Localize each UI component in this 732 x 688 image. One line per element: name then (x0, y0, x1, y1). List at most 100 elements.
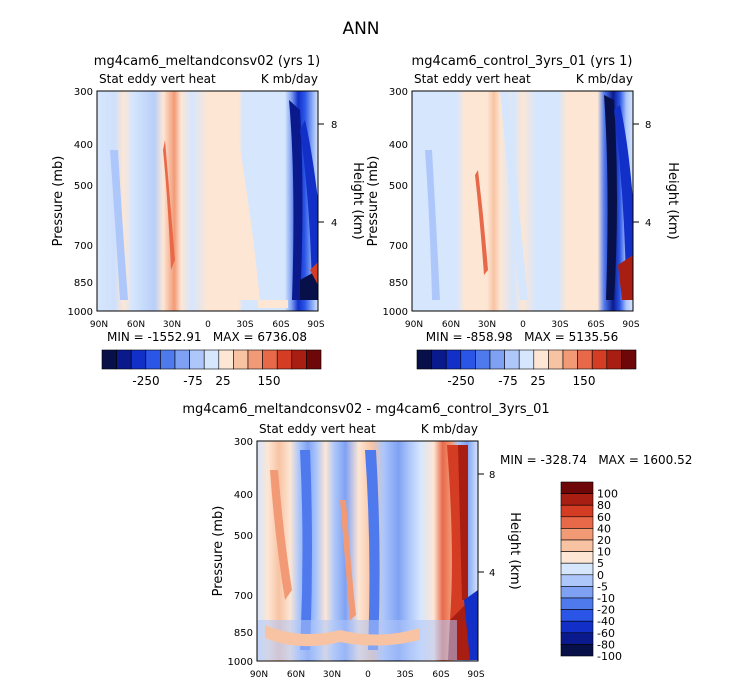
panel-diff-colorbar-swatch (560, 481, 594, 494)
panel-left-ytick-right-4: 4 (331, 218, 337, 229)
panel-diff-colorbar-label: 20 (597, 534, 611, 547)
panel-left-colorbar-swatch (306, 349, 322, 370)
panel-right-colorbar-swatch (416, 349, 432, 370)
panel-diff-colorbar-swatch (560, 632, 594, 645)
panel-left-colorbar-swatch (218, 349, 234, 370)
panel-right-ytick-300: 300 (389, 87, 408, 98)
panel-right-colorbar-swatch (489, 349, 505, 370)
panel-diff-colorbar-label: -80 (597, 638, 615, 651)
panel-left-yticks: 300 400 500 700 850 1000 (68, 87, 93, 318)
panel-right-colorbar-swatch (577, 349, 593, 370)
panel-right-colorbar-swatch (621, 349, 637, 370)
panel-left-xtick-90n: 90N (90, 320, 108, 330)
panel-diff-ylabel: Pressure (mb) (211, 506, 226, 597)
panel-left-colorbar-swatch (160, 349, 176, 370)
panel-right-colorbar-swatch (445, 349, 462, 370)
panel-left-cb-label-4: 150 (258, 374, 281, 388)
panel-diff-colorbar-swatch (560, 504, 594, 518)
panel-diff-colorbar-label: -10 (597, 592, 615, 605)
panel-left-xtick-90s: 90S (307, 320, 324, 330)
panel-right-ytick-right-4: 4 (645, 218, 651, 229)
panel-diff-colorbar-swatch (560, 609, 594, 622)
panel-left-subtitle-right: K mb/day (261, 72, 318, 86)
panel-right-ytick-700: 700 (389, 241, 408, 252)
panel-left-field (97, 91, 318, 311)
panel-diff-colorbar-swatch (560, 562, 594, 576)
panel-right-xticks: 90N 60N 30N 0 30S 60S 90S (405, 320, 640, 330)
panel-right-ylabel-right: Height (km) (665, 162, 680, 239)
panel-right-xtick-60n: 60N (442, 320, 460, 330)
panel-diff-stats: MIN = -328.74 MAX = 1600.52 (500, 453, 692, 467)
panel-right-yticks: 300 400 500 700 850 1000 (383, 87, 408, 318)
panel-diff-colorbar-label: -20 (597, 604, 615, 617)
panel-left-subtitle-left: Stat eddy vert heat (99, 72, 216, 86)
panel-right-ytick-1000: 1000 (383, 307, 408, 318)
panel-right-xtick-0: 0 (520, 320, 526, 330)
panel-diff-ytick-400: 400 (234, 490, 253, 501)
panel-diff: mg4cam6_meltandconsv02 - mg4cam6_control… (182, 402, 692, 680)
panel-left-yticks-right: 8 4 (318, 120, 337, 229)
panel-left-colorbar-swatch (130, 349, 147, 370)
panel-right-cb-label-4: 150 (573, 374, 596, 388)
panel-diff-yticks: 300 400 500 700 850 1000 (228, 437, 253, 668)
panel-right-colorbar-swatch (475, 349, 491, 370)
panel-left-colorbar-swatch (174, 349, 190, 370)
panel-diff-xtick-30n: 30N (323, 670, 341, 680)
panel-diff-colorbar-label: 5 (597, 557, 604, 570)
panel-right-colorbar-swatch (460, 349, 476, 370)
panel-left-ytick-850: 850 (74, 278, 93, 289)
panel-right-ytick-400: 400 (389, 140, 408, 151)
panel-right-colorbar-swatch (591, 349, 608, 370)
panel-left-ytick-700: 700 (74, 241, 93, 252)
panel-diff-xticks: 90N 60N 30N 0 30S 60S 90S (250, 670, 485, 680)
panel-left-frame (96, 90, 319, 312)
panel-diff-colorbar-swatch (560, 551, 594, 564)
panel-diff-subtitle-right: K mb/day (421, 422, 478, 436)
panel-left-xtick-60s: 60S (272, 320, 289, 330)
panel-left-xtick-60n: 60N (127, 320, 145, 330)
panel-right-colorbar-swatch (518, 349, 535, 370)
panel-diff-ytick-500: 500 (234, 531, 253, 542)
panel-diff-colorbar-label: -40 (597, 615, 615, 628)
panel-left-colorbar-swatch (189, 349, 205, 370)
panel-diff-yticks-right: 8 4 (478, 470, 495, 579)
panel-left-cb-label-2: -75 (183, 374, 203, 388)
panel-left-colorbar-labels: -250 -75 25 150 (132, 374, 280, 388)
panel-right-title: mg4cam6_control_3yrs_01 (yrs 1) (412, 54, 633, 69)
panel-left-colorbar-swatch (233, 349, 249, 370)
panel-diff-xtick-90s: 90S (467, 670, 484, 680)
panel-left-colorbar-swatch (116, 349, 132, 370)
panel-right-colorbar-swatch (606, 349, 622, 370)
panel-diff-xtick-60s: 60S (432, 670, 449, 680)
panel-left-colorbar-swatch (101, 349, 117, 370)
panel-diff-colorbar-label: 80 (597, 499, 611, 512)
panel-left-cb-label-3: 25 (215, 374, 230, 388)
panel-right-subtitle-left: Stat eddy vert heat (414, 72, 531, 86)
panel-right-ylabel: Pressure (mb) (366, 156, 381, 247)
panel-diff-subtitle-left: Stat eddy vert heat (259, 422, 376, 436)
panel-diff-xtick-30s: 30S (396, 670, 413, 680)
panel-diff-ytick-300: 300 (234, 437, 253, 448)
panel-right-colorbar-swatch (548, 349, 564, 370)
panel-right-cb-label-1: -250 (447, 374, 474, 388)
panel-left-xtick-30s: 30S (236, 320, 253, 330)
panel-left-ytick-500: 500 (74, 181, 93, 192)
panel-right-xtick-90n: 90N (405, 320, 423, 330)
panel-left-stats: MIN = -1552.91 MAX = 6736.08 (107, 330, 307, 344)
panel-left-ytick-300: 300 (74, 87, 93, 98)
panel-diff-colorbar-label: -60 (597, 627, 615, 640)
panel-right-xtick-90s: 90S (622, 320, 639, 330)
panel-right-cb-label-3: 25 (530, 374, 545, 388)
panel-diff-colorbar-swatch (560, 644, 594, 657)
panel-right-colorbar-labels: -250 -75 25 150 (447, 374, 595, 388)
panel-left-xtick-0: 0 (205, 320, 211, 330)
panel-diff-colorbar-swatch (560, 516, 594, 529)
panel-right-colorbar (416, 349, 637, 370)
panel-right-colorbar-swatch (431, 349, 447, 370)
panel-diff-colorbar-label: 100 (597, 488, 618, 501)
panel-diff-colorbar-label: -100 (597, 650, 622, 663)
figure-title: ANN (342, 19, 379, 39)
